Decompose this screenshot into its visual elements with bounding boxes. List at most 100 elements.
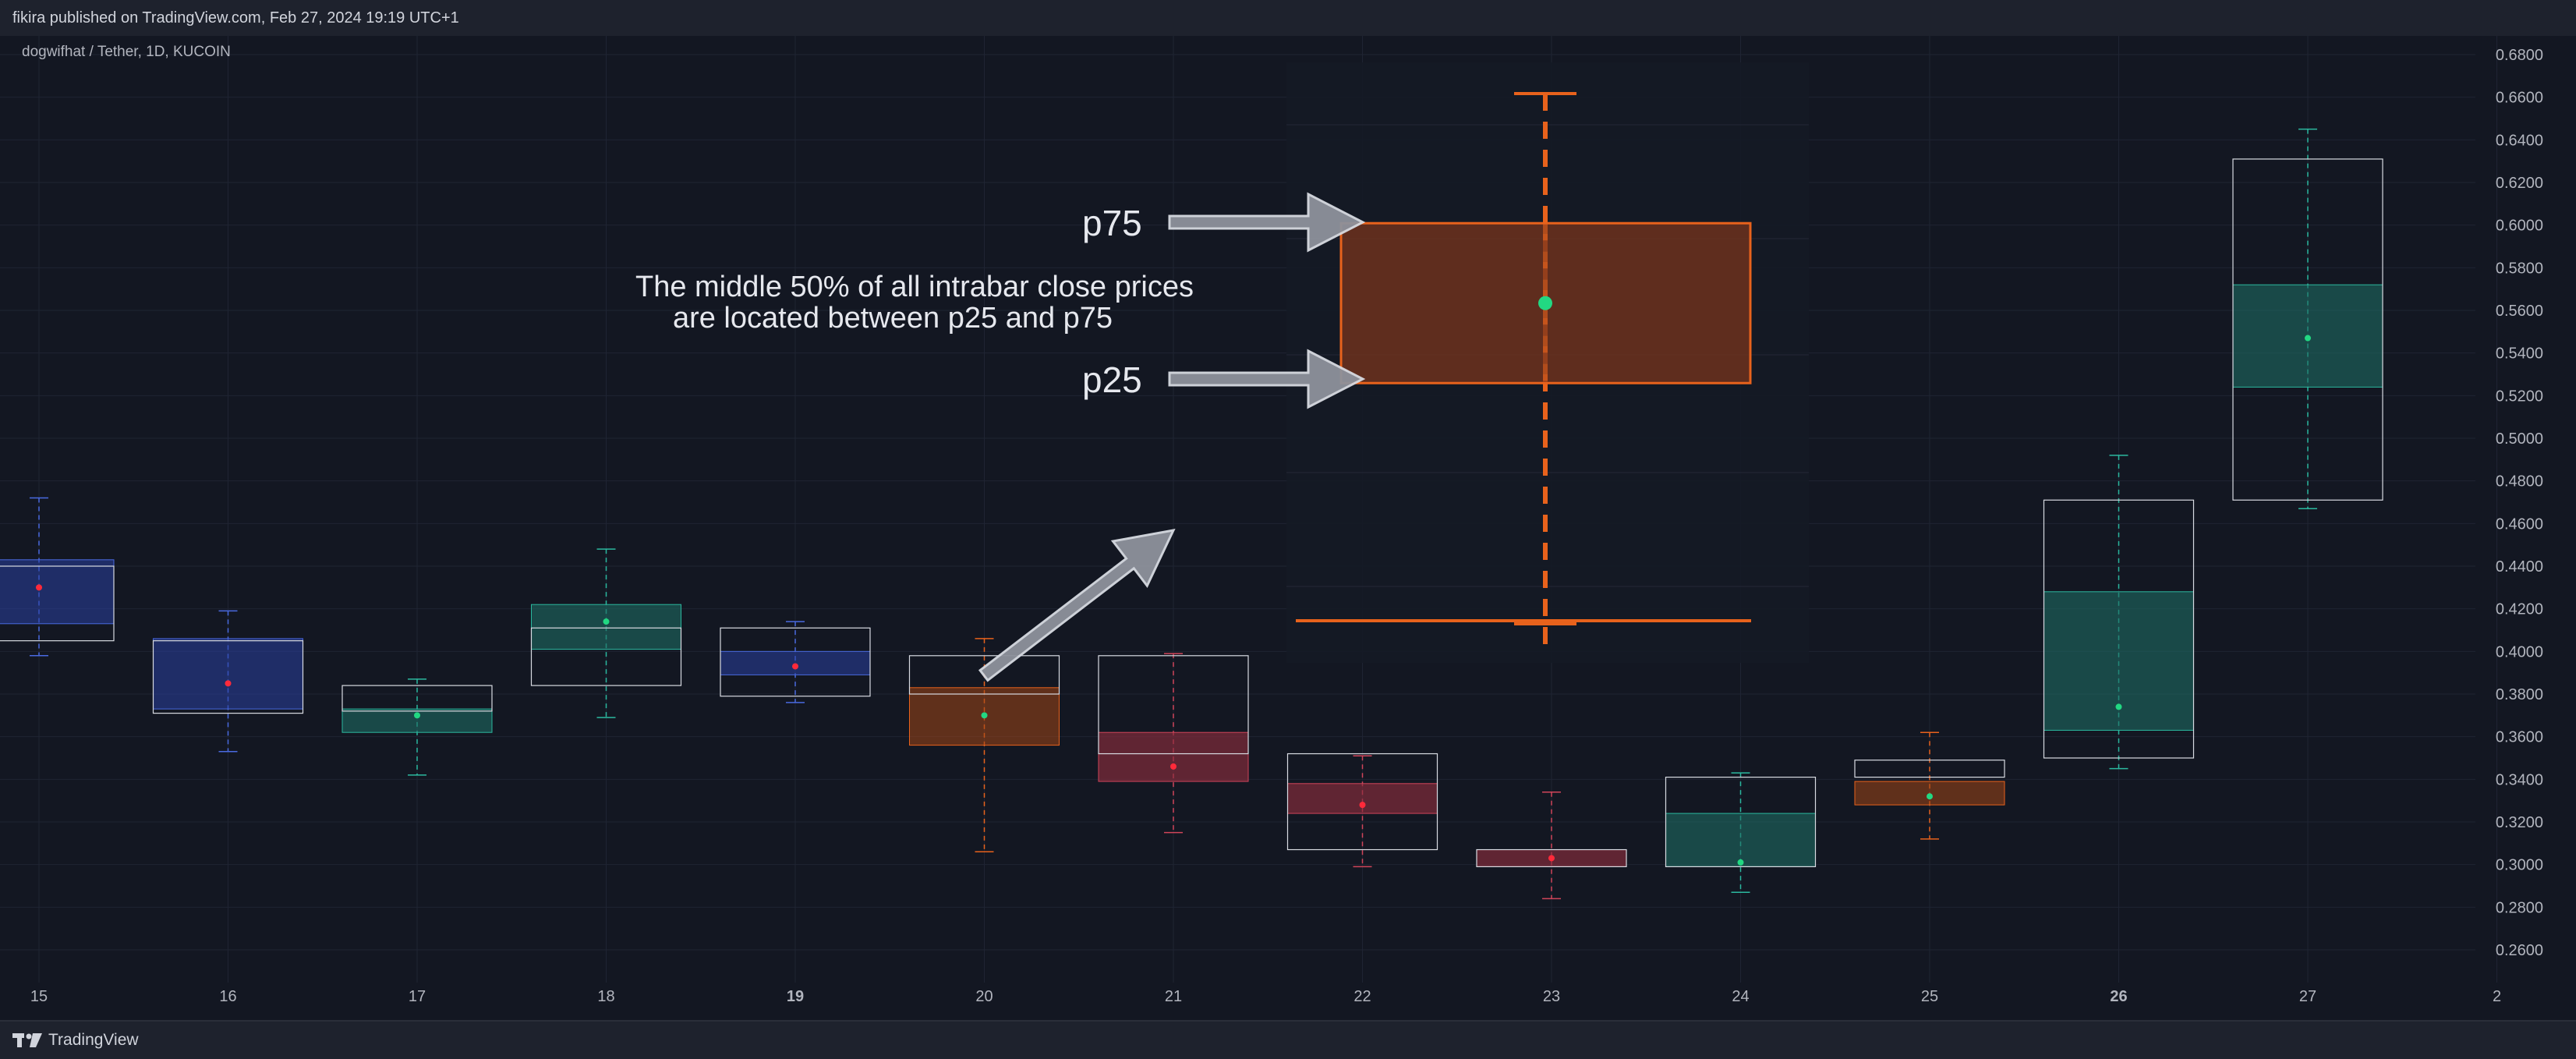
y-tick-label: 0.4800 <box>2496 473 2543 491</box>
symbol-label: dogwifhat / Tether, 1D, KUCOIN <box>22 44 231 60</box>
x-axis: 15 16 17 18 19 20 21 22 23 24 25 26 27 2 <box>30 988 2501 1005</box>
x-tick-label: 2 <box>2493 988 2501 1005</box>
box-bar <box>2043 455 2195 770</box>
median-dot <box>792 663 798 670</box>
open-close-box <box>2043 499 2195 759</box>
open-close-box <box>1476 848 1627 867</box>
x-tick-label: 24 <box>1732 988 1749 1005</box>
percentile-box <box>1665 813 1816 867</box>
median-dot <box>414 712 420 719</box>
x-tick-label: 16 <box>219 988 236 1005</box>
p25-label: p25 <box>1082 359 1142 400</box>
open-close-box <box>1665 776 1817 867</box>
median-dot <box>1927 793 1933 800</box>
x-tick-label: 25 <box>1921 988 1938 1005</box>
open-close-box <box>1286 753 1438 851</box>
median-dot <box>1548 855 1555 862</box>
percentile-box <box>1098 731 1249 782</box>
published-info: fikira published on TradingView.com, Feb… <box>12 9 459 27</box>
median-dot <box>36 584 42 591</box>
box-bar <box>1098 653 1249 834</box>
open-close-box <box>341 685 493 712</box>
y-tick-label: 0.6600 <box>2496 90 2543 107</box>
box-bar <box>0 497 115 657</box>
y-tick-label: 0.6000 <box>2496 218 2543 235</box>
percentile-box <box>531 604 681 650</box>
open-close-box <box>152 640 304 714</box>
pointer-arrow <box>978 529 1176 682</box>
bars <box>0 128 2383 900</box>
open-close-box <box>530 627 682 686</box>
y-tick-label: 0.4000 <box>2496 643 2543 661</box>
x-tick-label: 21 <box>1165 988 1182 1005</box>
median-dot <box>225 680 232 687</box>
x-tick-label: 26 <box>2110 988 2127 1005</box>
median-dot <box>2305 335 2311 342</box>
p75-arrow <box>1168 192 1366 253</box>
description-line-2: are located between p25 and p75 <box>673 302 1113 335</box>
median-dot <box>981 712 988 719</box>
p75-label: p75 <box>1082 203 1142 243</box>
box-chart[interactable]: 0.6800 0.6600 0.6400 0.6200 0.6000 0.5800 0.56… <box>0 0 2576 1020</box>
median-dot <box>1170 763 1177 770</box>
y-axis: 0.6800 0.6600 0.6400 0.6200 0.6000 0.5800 0.56… <box>2496 47 2543 959</box>
open-close-box <box>0 565 115 642</box>
tradingview-brand[interactable]: TradingView <box>12 1029 139 1051</box>
x-tick-label: 19 <box>787 988 804 1005</box>
percentile-box <box>153 638 303 710</box>
y-tick-label: 0.3000 <box>2496 857 2543 874</box>
median-dot <box>2115 703 2122 710</box>
y-tick-label: 0.3400 <box>2496 771 2543 788</box>
open-close-box <box>720 627 871 697</box>
open-close-box <box>2232 158 2383 501</box>
box-bar <box>720 621 871 703</box>
y-tick-label: 0.2600 <box>2496 942 2543 959</box>
box-bar <box>152 610 304 753</box>
x-tick-label: 18 <box>597 988 614 1005</box>
x-tick-label: 17 <box>409 988 426 1005</box>
y-tick-label: 0.4200 <box>2496 601 2543 618</box>
box-bar <box>2232 128 2383 509</box>
tradingview-logo-icon <box>12 1033 42 1047</box>
open-close-box <box>1098 655 1249 755</box>
box-bar <box>1286 753 1438 868</box>
median-dot <box>1359 802 1366 809</box>
x-tick-label: 20 <box>975 988 993 1005</box>
box-bar <box>530 548 682 718</box>
bottom-bar: TradingView <box>0 1020 2576 1059</box>
box-bar <box>341 678 493 776</box>
open-close-box <box>1854 760 2005 778</box>
p25-arrow <box>1168 349 1366 409</box>
percentile-box <box>1854 781 2005 806</box>
y-tick-label: 0.6800 <box>2496 47 2543 64</box>
x-tick-label: 15 <box>30 988 48 1005</box>
inset-mid-dot <box>1538 296 1552 310</box>
y-tick-label: 0.5000 <box>2496 430 2543 448</box>
y-tick-label: 0.3600 <box>2496 729 2543 746</box>
percentile-box <box>0 559 115 625</box>
median-dot <box>1737 859 1744 866</box>
description-line-1: The middle 50% of all intrabar close pri… <box>635 271 1194 303</box>
y-tick-label: 0.3200 <box>2496 814 2543 831</box>
open-close-box <box>908 655 1060 695</box>
y-tick-label: 0.4600 <box>2496 515 2543 533</box>
y-tick-label: 0.2800 <box>2496 899 2543 916</box>
brand-name: TradingView <box>48 1031 139 1049</box>
percentile-box <box>1287 783 1438 814</box>
median-dot <box>603 618 610 625</box>
y-tick-label: 0.6400 <box>2496 132 2543 149</box>
y-tick-label: 0.5600 <box>2496 303 2543 320</box>
y-tick-label: 0.5400 <box>2496 345 2543 363</box>
box-bar <box>1854 731 2005 840</box>
y-tick-label: 0.4400 <box>2496 558 2543 576</box>
x-tick-label: 22 <box>1353 988 1371 1005</box>
grid-lines <box>0 36 2497 983</box>
box-bar <box>1665 772 1817 893</box>
y-tick-label: 0.6200 <box>2496 175 2543 192</box>
percentile-box <box>720 650 871 675</box>
box-bar <box>908 638 1060 853</box>
x-tick-label: 23 <box>1543 988 1560 1005</box>
box-bar <box>1476 791 1627 900</box>
y-tick-label: 0.5200 <box>2496 388 2543 405</box>
zoom-inset <box>1286 62 1809 663</box>
